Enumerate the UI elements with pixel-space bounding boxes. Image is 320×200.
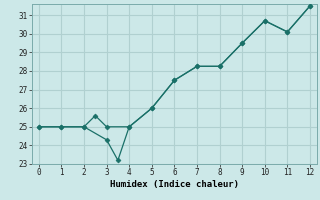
X-axis label: Humidex (Indice chaleur): Humidex (Indice chaleur) — [110, 180, 239, 189]
